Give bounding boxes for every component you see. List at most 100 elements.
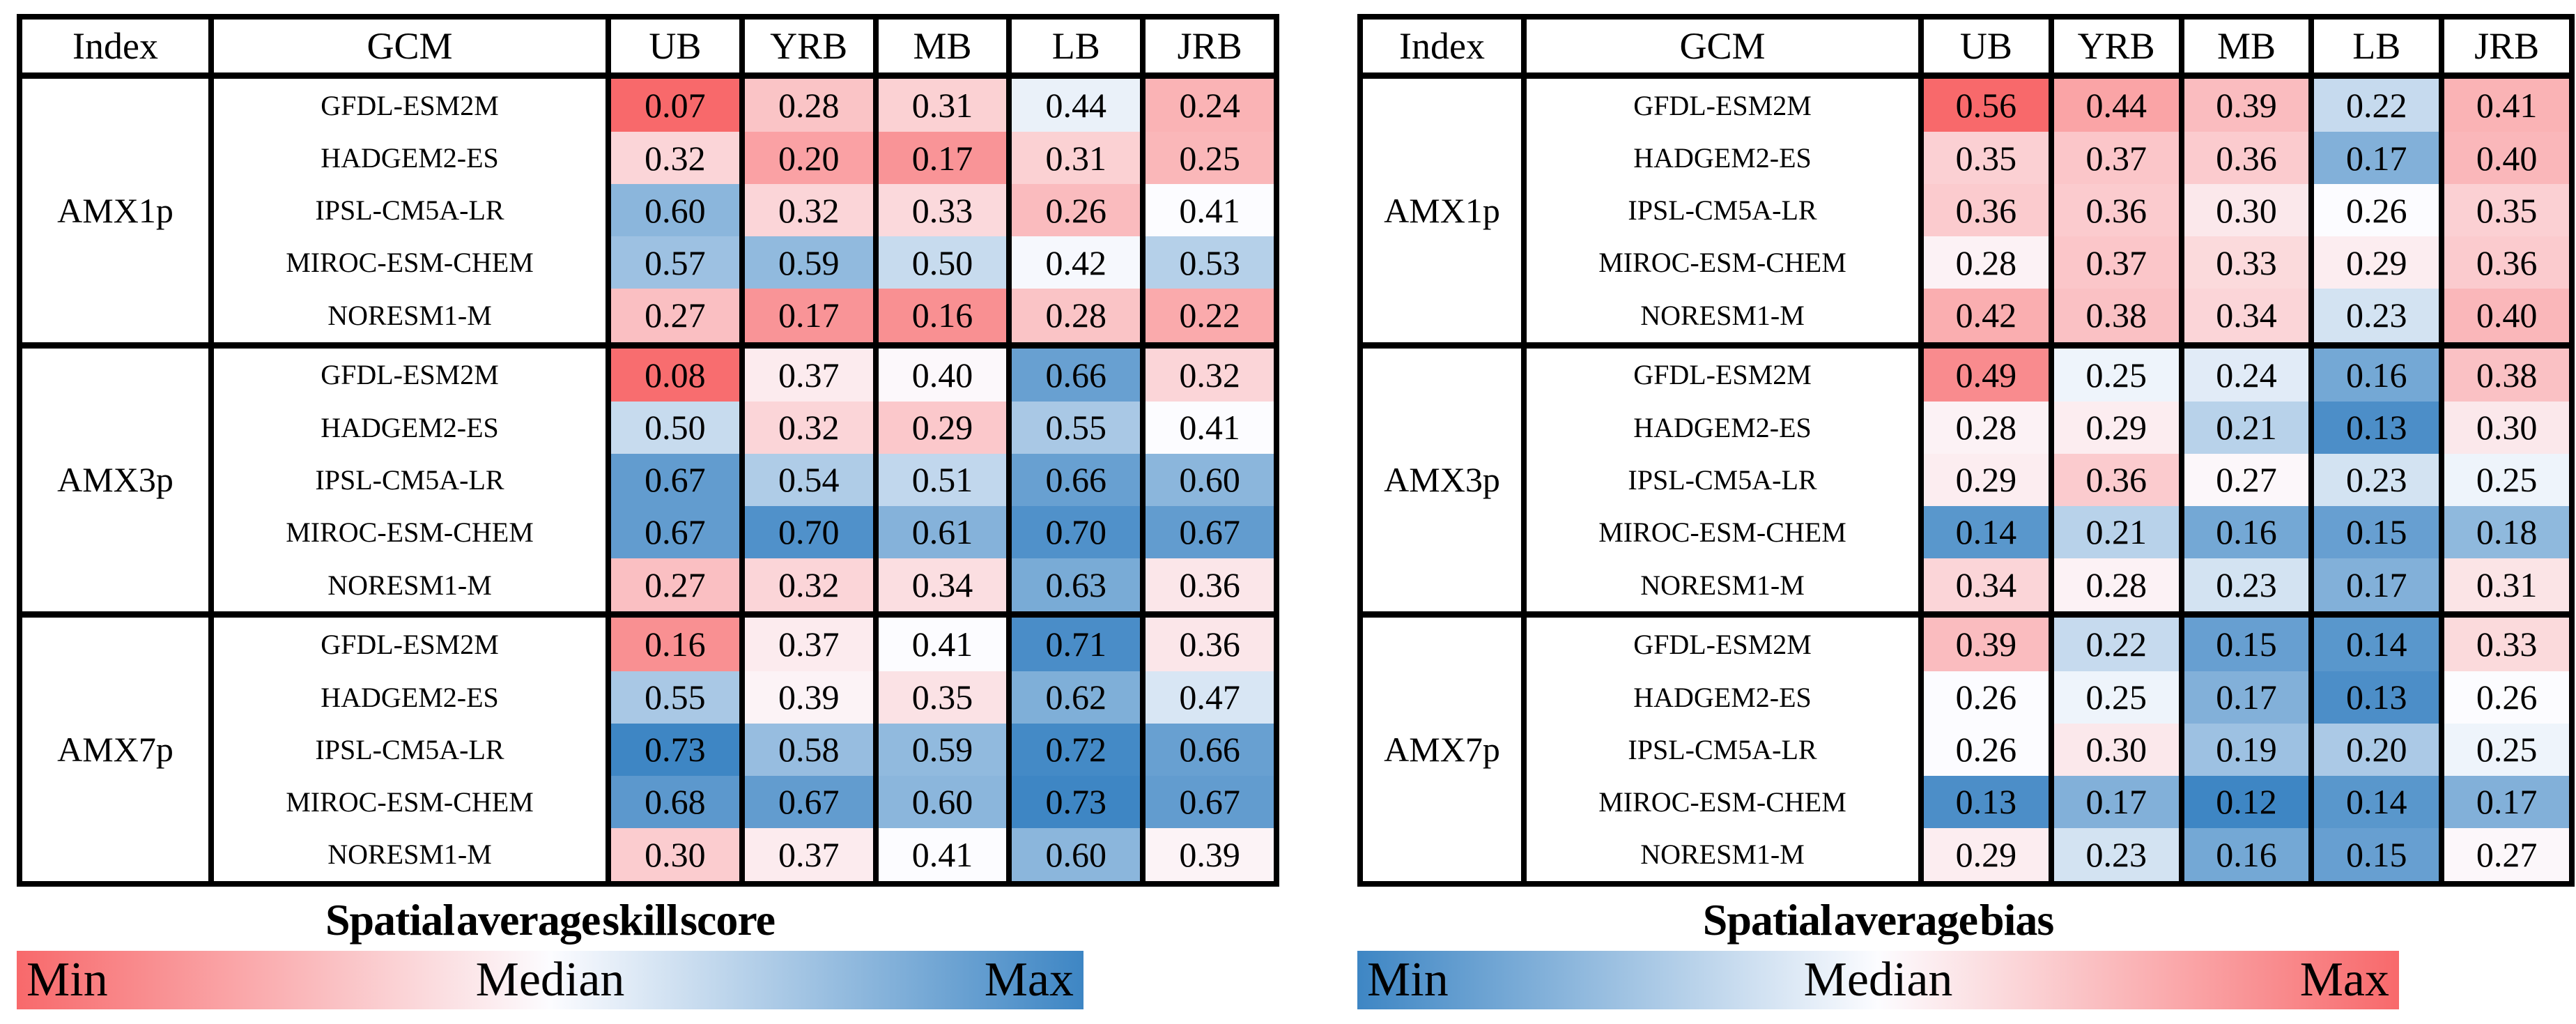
index-label: AMX7p bbox=[17, 611, 211, 884]
value-cell: 0.36 bbox=[1140, 611, 1277, 671]
value-cell: 0.28 bbox=[1006, 289, 1143, 346]
value-cell: 0.27 bbox=[2178, 453, 2312, 506]
index-label: AMX3p bbox=[1357, 342, 1524, 615]
value-cell: 0.23 bbox=[2308, 453, 2442, 506]
column-header-jrb: JRB bbox=[1140, 17, 1277, 79]
value-cell: 0.47 bbox=[1140, 671, 1277, 724]
value-cell: 0.33 bbox=[2439, 611, 2572, 671]
gcm-label: GFDL-ESM2M bbox=[208, 611, 608, 671]
value-cell: 0.37 bbox=[2048, 132, 2182, 185]
column-header-index: Index bbox=[17, 17, 211, 79]
value-cell: 0.41 bbox=[872, 611, 1010, 671]
table-row: HADGEM2-ES 0.26 0.25 0.17 0.13 0.26 bbox=[1360, 671, 2572, 724]
value-cell: 0.36 bbox=[2048, 184, 2182, 237]
index-label: AMX3p bbox=[17, 342, 211, 615]
value-cell: 0.14 bbox=[2308, 775, 2442, 828]
table-row: HADGEM2-ES 0.55 0.39 0.35 0.62 0.47 bbox=[20, 671, 1277, 724]
table-row: MIROC-ESM-CHEM 0.14 0.21 0.16 0.15 0.18 bbox=[1360, 505, 2572, 558]
value-cell: 0.67 bbox=[606, 453, 742, 506]
value-cell: 0.30 bbox=[2178, 184, 2312, 237]
gcm-label: GFDL-ESM2M bbox=[1521, 611, 1921, 671]
value-cell: 0.13 bbox=[2308, 401, 2442, 454]
table-row: AMX3p GFDL-ESM2M 0.08 0.37 0.40 0.66 0.32 bbox=[17, 342, 1277, 615]
value-cell: 0.15 bbox=[2308, 505, 2442, 558]
colorbar-median-label: Median bbox=[1803, 953, 1953, 1007]
value-cell: 0.17 bbox=[2308, 132, 2442, 185]
value-cell: 0.26 bbox=[2308, 184, 2442, 237]
table-row: NORESM1-M 0.27 0.17 0.16 0.28 0.22 bbox=[20, 289, 1277, 346]
value-cell: 0.30 bbox=[2439, 401, 2572, 454]
value-cell: 0.13 bbox=[1918, 775, 2051, 828]
value-cell: 0.67 bbox=[606, 505, 742, 558]
column-header-lb: LB bbox=[1006, 17, 1143, 79]
gcm-label: MIROC-ESM-CHEM bbox=[1521, 505, 1921, 558]
value-cell: 0.32 bbox=[739, 184, 876, 237]
column-header-gcm: GCM bbox=[1521, 17, 1921, 79]
value-cell: 0.28 bbox=[739, 75, 876, 132]
value-cell: 0.60 bbox=[1140, 453, 1277, 506]
gcm-label: MIROC-ESM-CHEM bbox=[1521, 236, 1921, 289]
value-cell: 0.37 bbox=[739, 611, 876, 671]
value-cell: 0.41 bbox=[2439, 75, 2572, 132]
value-cell: 0.31 bbox=[872, 75, 1010, 132]
value-cell: 0.23 bbox=[2178, 558, 2312, 615]
value-cell: 0.15 bbox=[2178, 611, 2312, 671]
value-cell: 0.17 bbox=[2308, 558, 2442, 615]
value-cell: 0.25 bbox=[2048, 342, 2182, 402]
gcm-label: GFDL-ESM2M bbox=[208, 75, 608, 132]
colorbar-min-label: Min bbox=[1367, 953, 1449, 1007]
table-row: HADGEM2-ES 0.35 0.37 0.36 0.17 0.40 bbox=[1360, 132, 2572, 185]
table-row: MIROC-ESM-CHEM 0.13 0.17 0.12 0.14 0.17 bbox=[1360, 775, 2572, 828]
value-cell: 0.33 bbox=[872, 184, 1010, 237]
value-cell: 0.36 bbox=[1918, 184, 2051, 237]
value-cell: 0.34 bbox=[1918, 558, 2051, 615]
gcm-label: HADGEM2-ES bbox=[1521, 671, 1921, 724]
value-cell: 0.17 bbox=[872, 132, 1010, 185]
value-cell: 0.53 bbox=[1140, 236, 1277, 289]
value-cell: 0.22 bbox=[2308, 75, 2442, 132]
column-header-ub: UB bbox=[1918, 17, 2051, 79]
value-cell: 0.60 bbox=[872, 775, 1010, 828]
value-cell: 0.41 bbox=[872, 827, 1010, 884]
table-row: MIROC-ESM-CHEM 0.57 0.59 0.50 0.42 0.53 bbox=[20, 236, 1277, 289]
value-cell: 0.27 bbox=[2439, 827, 2572, 884]
value-cell: 0.70 bbox=[739, 505, 876, 558]
gcm-label: MIROC-ESM-CHEM bbox=[208, 236, 608, 289]
table-row: AMX1p GFDL-ESM2M 0.56 0.44 0.39 0.22 0.41 bbox=[1357, 75, 2572, 346]
gcm-label: GFDL-ESM2M bbox=[208, 342, 608, 402]
value-cell: 0.17 bbox=[739, 289, 876, 346]
value-cell: 0.59 bbox=[872, 723, 1010, 776]
value-cell: 0.59 bbox=[739, 236, 876, 289]
skill-score-title: Spatial average skill score bbox=[325, 895, 776, 945]
value-cell: 0.37 bbox=[2048, 236, 2182, 289]
table-row: NORESM1-M 0.42 0.38 0.34 0.23 0.40 bbox=[1360, 289, 2572, 346]
gcm-label: HADGEM2-ES bbox=[208, 132, 608, 185]
value-cell: 0.58 bbox=[739, 723, 876, 776]
value-cell: 0.15 bbox=[2308, 827, 2442, 884]
gcm-label: HADGEM2-ES bbox=[1521, 401, 1921, 454]
value-cell: 0.23 bbox=[2308, 289, 2442, 346]
value-cell: 0.55 bbox=[606, 671, 742, 724]
value-cell: 0.25 bbox=[2439, 453, 2572, 506]
value-cell: 0.20 bbox=[739, 132, 876, 185]
value-cell: 0.39 bbox=[1918, 611, 2051, 671]
value-cell: 0.28 bbox=[1918, 401, 2051, 454]
value-cell: 0.34 bbox=[2178, 289, 2312, 346]
table-row: HADGEM2-ES 0.32 0.20 0.17 0.31 0.25 bbox=[20, 132, 1277, 185]
table-row: NORESM1-M 0.27 0.32 0.34 0.63 0.36 bbox=[20, 558, 1277, 615]
table-row: IPSL-CM5A-LR 0.29 0.36 0.27 0.23 0.25 bbox=[1360, 453, 2572, 506]
value-cell: 0.13 bbox=[2308, 671, 2442, 724]
value-cell: 0.67 bbox=[1140, 505, 1277, 558]
bias-colorbar: Min Median Max bbox=[1357, 951, 2399, 1009]
value-cell: 0.41 bbox=[1140, 184, 1277, 237]
colorbar-max-label: Max bbox=[984, 953, 1074, 1007]
gcm-label: IPSL-CM5A-LR bbox=[1521, 453, 1921, 506]
value-cell: 0.63 bbox=[1006, 558, 1143, 615]
value-cell: 0.22 bbox=[1140, 289, 1277, 346]
value-cell: 0.33 bbox=[2178, 236, 2312, 289]
gcm-label: NORESM1-M bbox=[208, 827, 608, 884]
value-cell: 0.51 bbox=[872, 453, 1010, 506]
value-cell: 0.08 bbox=[606, 342, 742, 402]
value-cell: 0.57 bbox=[606, 236, 742, 289]
